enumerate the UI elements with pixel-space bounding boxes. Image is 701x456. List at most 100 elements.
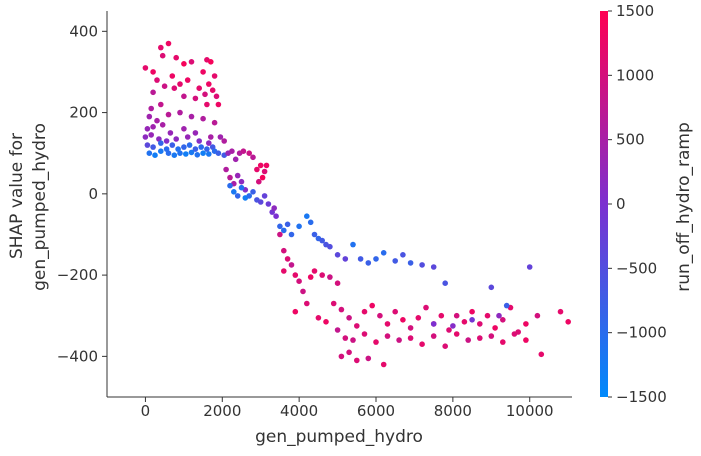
- scatter-point: [150, 144, 156, 150]
- scatter-point: [167, 130, 174, 136]
- y-axis-label-line1: SHAP value for: [7, 133, 27, 259]
- scatter-point: [365, 355, 372, 362]
- scatter-point: [246, 150, 252, 156]
- scatter-point: [307, 219, 314, 226]
- scatter-point: [173, 136, 179, 142]
- scatter-point: [277, 231, 283, 238]
- scatter-point: [281, 227, 287, 234]
- scatter-point: [296, 223, 302, 230]
- scatter-point: [523, 337, 529, 343]
- scatter-point: [284, 221, 291, 228]
- scatter-point: [246, 193, 252, 199]
- x-tick-label: 0: [141, 402, 151, 420]
- scatter-point: [198, 144, 204, 150]
- x-axis-label: gen_pumped_hydro: [255, 427, 423, 447]
- scatter-point: [181, 144, 187, 150]
- scatter-point: [469, 308, 475, 315]
- y-tick-label: −200: [57, 266, 98, 284]
- scatter-point: [430, 264, 437, 270]
- scatter-point: [319, 237, 326, 244]
- scatter-point: [350, 241, 356, 248]
- scatter-point: [319, 272, 326, 278]
- colorbar-tick-label: 0: [616, 195, 626, 213]
- scatter-point: [158, 140, 164, 146]
- scatter-point: [184, 134, 191, 140]
- scatter-point: [171, 152, 178, 158]
- scatter-point: [183, 151, 189, 157]
- scatter-point: [202, 91, 208, 98]
- scatter-point: [384, 333, 391, 339]
- scatter-point: [327, 243, 333, 250]
- x-tick-label: 2000: [203, 402, 241, 420]
- scatter-point: [281, 247, 287, 254]
- colorbar: 1500 1000 500 0 −500 −1000 −1500: [600, 2, 667, 406]
- scatter-point: [315, 315, 322, 321]
- scatter-point: [323, 319, 329, 325]
- scatter-point: [144, 142, 151, 148]
- scatter-point: [261, 168, 268, 175]
- scatter-point: [150, 69, 156, 75]
- scatter-point: [165, 150, 172, 156]
- scatter-point: [442, 343, 449, 350]
- scatter-point: [334, 280, 341, 287]
- scatter-point: [148, 132, 154, 138]
- y-tick-label: 400: [69, 22, 98, 40]
- scatter-point: [227, 174, 233, 181]
- scatter-point: [492, 325, 498, 331]
- scatter-point: [488, 333, 495, 339]
- scatter-point: [292, 308, 299, 315]
- scatter-point: [217, 134, 224, 140]
- scatter-point: [342, 256, 349, 262]
- scatter-point: [250, 189, 256, 195]
- scatter-point: [186, 142, 193, 148]
- scatter-point: [392, 308, 399, 315]
- scatter-point: [407, 335, 414, 341]
- scatter-point: [259, 174, 266, 181]
- scatter-point: [154, 117, 160, 124]
- scatter-point: [346, 349, 352, 356]
- scatter-point: [208, 59, 214, 65]
- scatter-point: [423, 304, 429, 311]
- scatter-point: [200, 69, 206, 75]
- scatter-point: [150, 89, 156, 96]
- scatter-point: [557, 308, 564, 315]
- scatter-point: [204, 146, 210, 152]
- scatter-point: [273, 213, 279, 219]
- scatter-point: [465, 337, 472, 343]
- scatter-point: [419, 341, 425, 348]
- scatter-point: [206, 151, 212, 157]
- scatter-point: [377, 312, 383, 319]
- scatter-point: [523, 321, 529, 327]
- scatter-point: [538, 351, 545, 358]
- scatter-point: [288, 262, 295, 268]
- scatter-point: [484, 312, 491, 319]
- colorbar-tick-label: −500: [616, 259, 657, 277]
- scatter-point: [213, 93, 220, 100]
- scatter-point: [206, 140, 212, 146]
- scatter-point: [534, 312, 541, 319]
- scatter-point: [327, 274, 333, 280]
- scatter-point: [380, 250, 387, 256]
- scatter-point: [229, 148, 235, 154]
- scatter-point: [148, 105, 154, 112]
- scatter-point: [392, 258, 399, 264]
- scatter-point: [177, 109, 183, 116]
- scatter-point: [194, 152, 201, 158]
- y-tick-label: 0: [88, 185, 98, 203]
- scatter-point: [477, 335, 483, 341]
- scatter-point: [396, 337, 402, 343]
- scatter-point: [469, 317, 475, 323]
- scatter-point: [419, 262, 425, 268]
- scatter-point: [369, 302, 376, 309]
- scatter-point: [146, 150, 153, 156]
- scatter-point: [184, 77, 191, 83]
- scatter-point: [238, 184, 245, 191]
- scatter-point: [188, 113, 195, 120]
- scatter-point: [450, 323, 456, 329]
- colorbar-tick-label: −1500: [616, 388, 667, 406]
- scatter-points: [142, 40, 571, 368]
- scatter-point: [158, 44, 164, 51]
- scatter-point: [192, 95, 199, 102]
